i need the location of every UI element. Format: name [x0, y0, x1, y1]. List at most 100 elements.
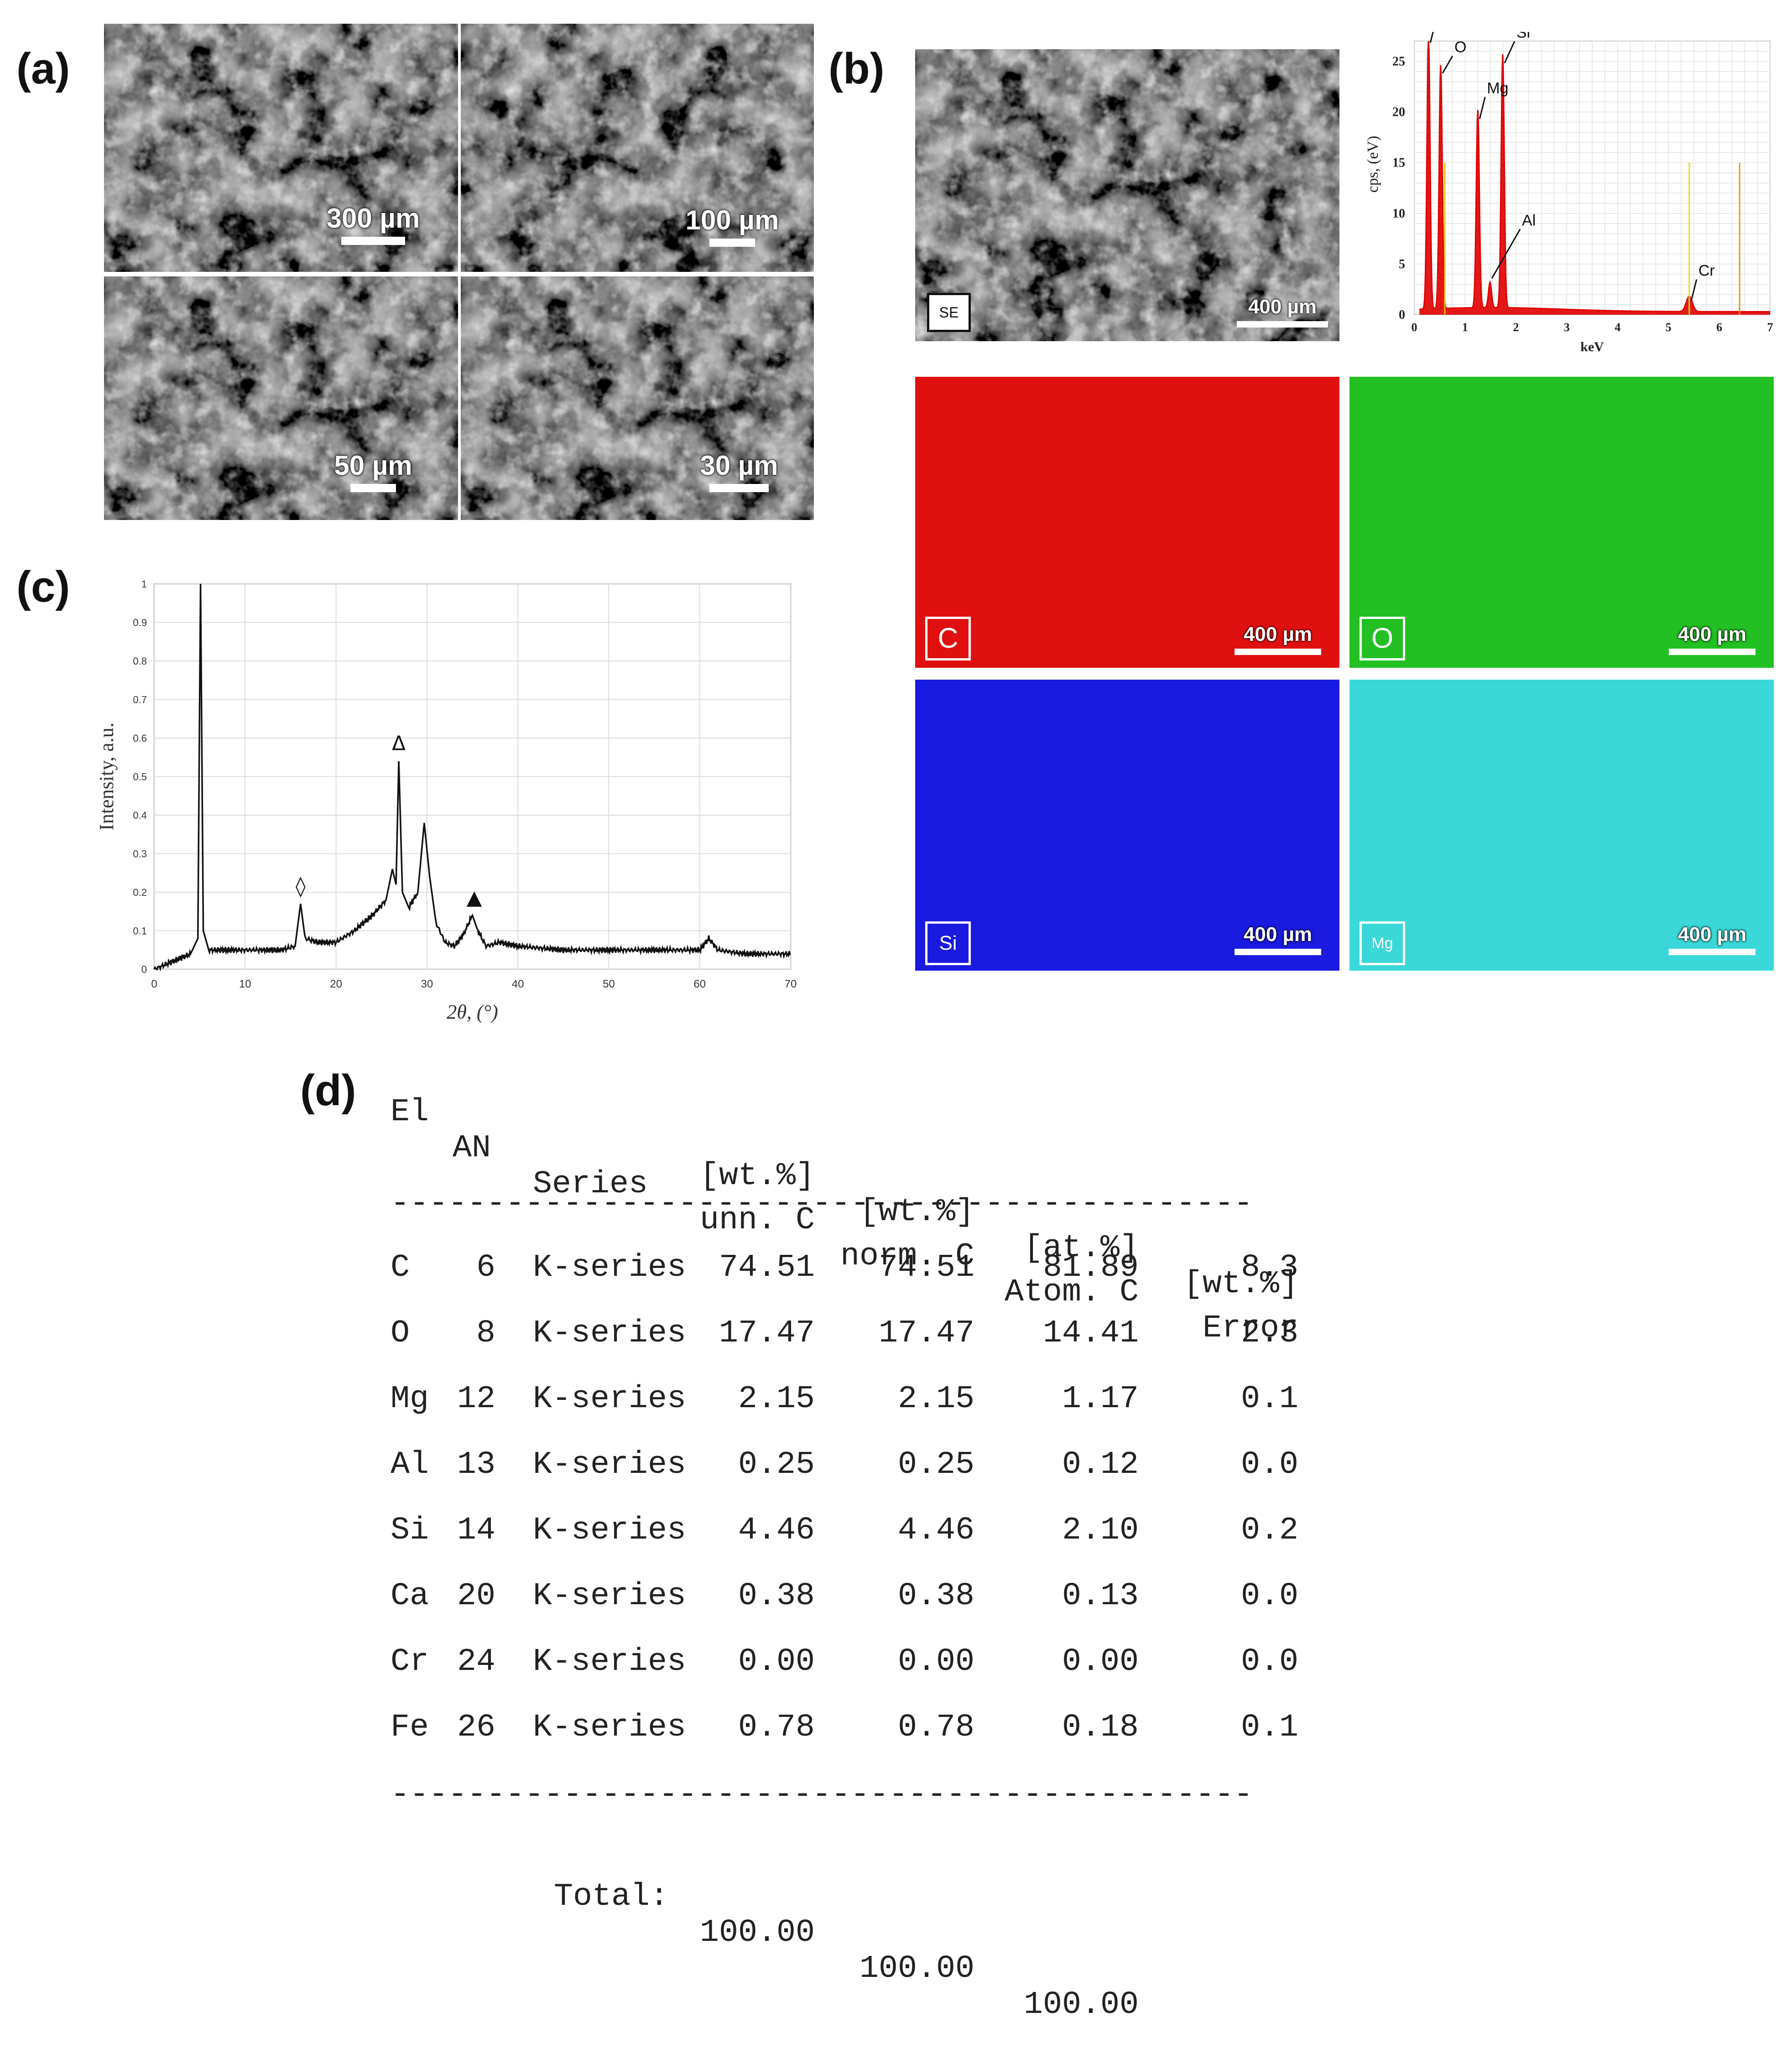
- element-map-o: O 400 µm: [1349, 377, 1774, 668]
- cell-error: 8.3: [1240, 1250, 1298, 1286]
- peak-arrow: [1479, 97, 1486, 120]
- peak-label: Cr: [1698, 262, 1715, 280]
- cell-unn: 2.15: [738, 1381, 815, 1417]
- element-map-c: C 400 µm: [915, 377, 1339, 668]
- unit-norm: [wt.%]: [859, 1194, 974, 1230]
- cell-el: C: [391, 1250, 410, 1286]
- scale-bar: 400 µm: [1664, 923, 1760, 955]
- total-norm: 100.00: [859, 1951, 974, 1987]
- cell-unn: 0.00: [738, 1644, 815, 1680]
- y-tick-label: 0.1: [133, 926, 147, 937]
- cell-norm: 0.78: [897, 1710, 974, 1746]
- unit-atom: [at.%]: [1023, 1230, 1139, 1266]
- header-an: AN: [453, 1130, 491, 1166]
- cell-an: 6: [476, 1250, 495, 1286]
- y-tick-label: 0.7: [133, 694, 147, 706]
- peak-arrow: [1690, 279, 1698, 302]
- xrd-chart: 0 10 20 30 40 50 60 70 0 0.1 0.2 0.3 0.4 0.5 0.6 0.7 0.8…: [91, 570, 803, 1026]
- cell-series: K-series: [533, 1381, 687, 1417]
- se-image: SE 400 µm: [915, 49, 1339, 341]
- scale-bar: 50 µm: [318, 450, 428, 492]
- y-tick-label: 25: [1392, 54, 1405, 68]
- cell-atom: 14.41: [1042, 1315, 1139, 1352]
- total-unn: 100.00: [699, 1915, 815, 1951]
- y-tick-label: 0.8: [133, 655, 147, 667]
- cell-atom: 0.18: [1062, 1710, 1139, 1746]
- cell-atom: 0.00: [1062, 1644, 1139, 1680]
- table-units-row: [wt.%] [wt.%] [at.%] [wt.%]: [391, 1122, 1298, 1302]
- x-axis-label: 2θ, (°): [447, 1001, 498, 1023]
- cell-atom: 2.10: [1062, 1513, 1139, 1549]
- table-total-row: Total: 100.00 100.00 100.00: [391, 1843, 1139, 2023]
- total-atom: 100.00: [1023, 1987, 1139, 2023]
- cell-error: 0.1: [1240, 1381, 1298, 1417]
- element-map-mg: Mg 400 µm: [1349, 680, 1774, 971]
- panel-label-b: (b): [828, 44, 885, 93]
- header-unn: unn. C: [699, 1202, 815, 1238]
- unit-error: [wt.%]: [1183, 1266, 1298, 1302]
- unit-unn: [wt.%]: [699, 1158, 815, 1194]
- panel-label-d: (d): [300, 1066, 356, 1115]
- y-tick-label: 10: [1392, 207, 1405, 221]
- cell-norm: 0.25: [897, 1447, 974, 1483]
- cell-norm: 74.51: [878, 1250, 974, 1286]
- header-error: Error: [1202, 1310, 1298, 1347]
- header-norm: norm. C: [840, 1238, 974, 1274]
- cell-an: 24: [457, 1644, 495, 1680]
- header-el: El: [391, 1094, 429, 1130]
- table-separator-bottom: ----------------------------------------…: [391, 1777, 1253, 1813]
- cell-atom: 81.89: [1042, 1250, 1139, 1286]
- y-axis-label: Intensity, a.u.: [95, 723, 118, 831]
- cell-el: O: [391, 1315, 410, 1352]
- peak-arrow: [1491, 229, 1521, 279]
- cell-norm: 4.46: [897, 1513, 974, 1549]
- cell-an: 8: [476, 1315, 495, 1352]
- y-tick-label: 15: [1392, 156, 1405, 170]
- x-tick-label: 6: [1716, 321, 1722, 334]
- peak-arrow: [1442, 55, 1453, 74]
- map-tag-mg: Mg: [1360, 921, 1405, 965]
- x-tick-label: 1: [1462, 321, 1468, 334]
- y-tick-label: 0: [141, 964, 147, 975]
- map-tag-si: Si: [925, 921, 971, 965]
- map-tag-c: C: [925, 617, 971, 660]
- cell-atom: 0.13: [1062, 1578, 1139, 1614]
- panel-label-a: (a): [16, 44, 70, 93]
- x-tick-label: 50: [603, 978, 615, 990]
- scale-bar: 400 µm: [1230, 623, 1326, 655]
- x-tick-label: 10: [239, 978, 251, 990]
- x-tick-label: 5: [1666, 321, 1672, 334]
- cell-unn: 17.47: [719, 1315, 815, 1352]
- cell-error: 0.1: [1240, 1710, 1298, 1746]
- x-tick-label: 7: [1767, 321, 1773, 334]
- x-tick-label: 30: [421, 978, 433, 990]
- x-axis-label: keV: [1580, 339, 1604, 354]
- y-tick-label: 5: [1399, 257, 1405, 271]
- cell-error: 0.0: [1240, 1578, 1298, 1614]
- cell-unn: 0.38: [738, 1578, 815, 1614]
- cell-norm: 0.38: [897, 1578, 974, 1614]
- y-tick-label: 20: [1392, 105, 1405, 120]
- y-tick-label: 0.5: [133, 771, 147, 783]
- scale-bar: 400 µm: [1664, 623, 1760, 655]
- header-series: Series: [533, 1166, 648, 1202]
- total-label: Total:: [554, 1879, 669, 1915]
- map-tag-o: O: [1360, 617, 1405, 660]
- cell-series: K-series: [533, 1710, 687, 1746]
- scale-bar: 400 µm: [1230, 923, 1326, 955]
- scale-bar: 100 µm: [666, 204, 798, 247]
- peak-label: Al: [1522, 212, 1536, 229]
- peak-marker: ▲: [467, 886, 482, 910]
- cell-atom: 1.17: [1062, 1381, 1139, 1417]
- cell-series: K-series: [533, 1644, 687, 1680]
- xrd-chart-svg: 0 10 20 30 40 50 60 70 0 0.1 0.2 0.3 0.4 0.5 0.6 0.7 0.8…: [95, 578, 797, 1023]
- cell-el: Fe: [391, 1710, 429, 1746]
- peak-marker: ◊: [296, 874, 306, 898]
- cell-unn: 0.78: [738, 1710, 815, 1746]
- y-tick-label: 0.3: [133, 848, 147, 860]
- cell-el: Al: [391, 1447, 429, 1483]
- y-tick-label: 0.9: [133, 617, 147, 629]
- table-separator-top: ----------------------------------------…: [391, 1186, 1253, 1222]
- y-tick-label: 0: [1399, 308, 1405, 322]
